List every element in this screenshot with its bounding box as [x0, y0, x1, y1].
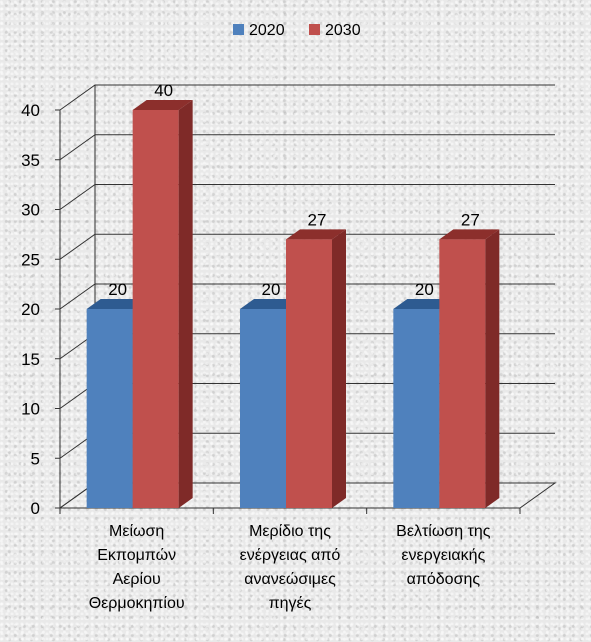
legend-swatch-2030 — [309, 24, 320, 35]
y-tick-label: 5 — [31, 449, 40, 468]
data-label: 20 — [108, 280, 127, 299]
bar-2030-front — [439, 239, 486, 508]
bar-2020-front — [86, 309, 133, 508]
bar-2030-side — [178, 100, 193, 508]
x-category-label: πηγές — [269, 595, 312, 612]
bar-2030-top — [439, 229, 500, 240]
bar-2030-top — [132, 100, 193, 110]
y-tick-label: 35 — [21, 151, 40, 170]
bar-2020-top — [86, 299, 147, 309]
x-category-label: ανανεώσιμες — [244, 571, 336, 588]
legend-swatch-2020 — [233, 24, 244, 35]
legend-label: 2020 — [249, 22, 285, 39]
y-tick-label: 40 — [21, 101, 40, 120]
y-tick-label: 25 — [21, 250, 40, 269]
bar-2020-front — [393, 309, 440, 508]
bar-2020-top — [393, 299, 454, 309]
y-tick-label: 10 — [21, 400, 40, 419]
data-label: 20 — [415, 280, 434, 299]
y-tick-label: 15 — [21, 350, 40, 369]
bar-2030-front — [132, 110, 179, 508]
data-label: 27 — [308, 210, 327, 229]
bar-2030-top — [286, 229, 346, 240]
y-tick-label: 0 — [31, 499, 40, 518]
bar-2030-front — [286, 239, 332, 508]
data-label: 20 — [262, 280, 281, 299]
data-label: 27 — [461, 210, 480, 229]
x-category-label: Μερίδιο της — [249, 523, 331, 540]
x-category-label: Εκπομπών — [97, 547, 176, 564]
x-category-label: ενέργειας από — [240, 547, 341, 564]
x-category-label: Αερίου — [113, 571, 161, 588]
bar-2020-front — [240, 309, 286, 508]
bar-2030-side — [332, 229, 346, 508]
legend-label: 2030 — [325, 22, 361, 39]
x-category-label: Θερμοκηπίου — [89, 595, 185, 612]
y-tick-label: 30 — [21, 201, 40, 220]
bar-2030-side — [485, 229, 500, 508]
data-label: 40 — [154, 81, 173, 100]
x-category-label: απόδοσης — [407, 571, 481, 588]
x-category-label: Βελτίωση της — [396, 523, 491, 540]
bar-2020-top — [240, 299, 300, 309]
x-category-label: ενεργειακής — [401, 547, 485, 564]
x-category-label: Μείωση — [109, 523, 164, 540]
gridline — [59, 84, 555, 111]
y-tick-label: 20 — [21, 300, 40, 319]
